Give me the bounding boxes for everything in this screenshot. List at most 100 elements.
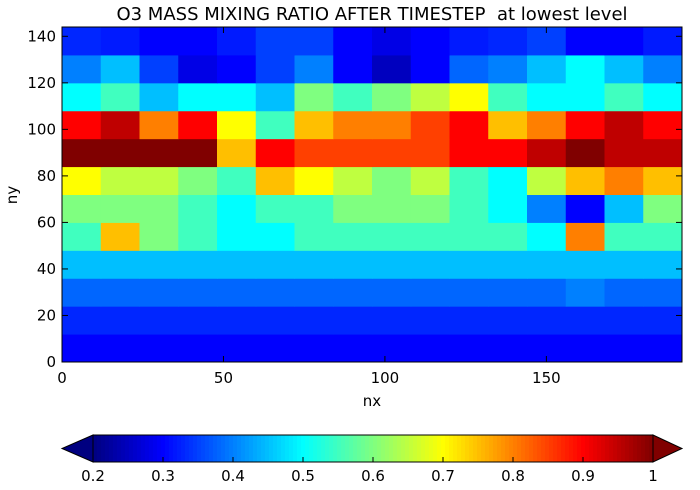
colorbar-segment bbox=[629, 435, 634, 462]
heat-cell bbox=[410, 110, 450, 140]
heat-cell bbox=[100, 306, 140, 335]
colorbar-segment bbox=[253, 435, 258, 462]
chart-title: O3 MASS MIXING RATIO AFTER TIMESTEP at l… bbox=[116, 4, 627, 25]
colorbar-segment bbox=[101, 435, 106, 462]
colorbar-segment bbox=[545, 435, 550, 462]
heat-cell bbox=[217, 194, 257, 223]
heat-cell bbox=[410, 278, 450, 307]
heat-cell bbox=[527, 82, 567, 112]
heat-cell bbox=[333, 82, 373, 112]
colorbar-segment bbox=[501, 435, 506, 462]
colorbar-segment bbox=[485, 435, 490, 462]
heat-cell bbox=[449, 334, 489, 363]
heat-cell bbox=[255, 250, 295, 279]
colorbar-segment bbox=[157, 435, 162, 462]
colorbar-segment bbox=[621, 435, 626, 462]
heat-cell bbox=[372, 306, 412, 335]
heat-cell bbox=[178, 166, 218, 195]
colorbar-segment bbox=[277, 435, 282, 462]
colorbar-segment bbox=[149, 435, 154, 462]
colorbar-segment bbox=[469, 435, 474, 462]
heat-cell bbox=[527, 278, 567, 307]
heat-cell bbox=[643, 166, 683, 195]
heat-cell bbox=[333, 194, 373, 223]
colorbar-segment bbox=[433, 435, 438, 462]
colorbar-segment bbox=[245, 435, 250, 462]
colorbar-segment bbox=[401, 435, 406, 462]
heat-cell bbox=[604, 222, 644, 251]
heat-cell bbox=[565, 27, 605, 56]
colorbar-segment bbox=[209, 435, 214, 462]
colorbar-extend-low bbox=[60, 434, 94, 463]
heat-cell bbox=[410, 54, 450, 84]
heat-cell bbox=[294, 82, 334, 112]
x-axis-label: nx bbox=[363, 392, 382, 410]
heat-cell bbox=[643, 82, 683, 112]
heat-cell bbox=[527, 250, 567, 279]
heat-cell bbox=[449, 250, 489, 279]
heat-cell bbox=[100, 222, 140, 251]
heat-cell bbox=[488, 166, 528, 195]
heat-cell bbox=[178, 334, 218, 363]
heat-cell bbox=[255, 27, 295, 56]
heat-cell bbox=[410, 306, 450, 335]
colorbar-segment bbox=[193, 435, 198, 462]
colorbar-segment bbox=[249, 435, 254, 462]
heat-cell bbox=[488, 110, 528, 140]
heat-cell bbox=[255, 138, 295, 168]
heat-cell bbox=[488, 278, 528, 307]
colorbar-segment bbox=[121, 435, 126, 462]
heat-cell bbox=[565, 334, 605, 363]
colorbar-segment bbox=[125, 435, 130, 462]
colorbar-segment bbox=[93, 435, 98, 462]
colorbar-segment bbox=[549, 435, 554, 462]
colorbar-segment bbox=[201, 435, 206, 462]
colorbar-segment bbox=[205, 435, 210, 462]
colorbar-segment bbox=[117, 435, 122, 462]
y-tick-label: 0 bbox=[46, 353, 56, 371]
colorbar-segment bbox=[389, 435, 394, 462]
colorbar-segment bbox=[561, 435, 566, 462]
colorbar-segment bbox=[585, 435, 590, 462]
colorbar-segment bbox=[229, 435, 234, 462]
heat-cell bbox=[410, 138, 450, 168]
colorbar-segment bbox=[649, 435, 654, 462]
heat-cell bbox=[643, 278, 683, 307]
colorbar-segment bbox=[317, 435, 322, 462]
colorbar-segment bbox=[533, 435, 538, 462]
colorbar-segment bbox=[109, 435, 114, 462]
colorbar-segment bbox=[577, 435, 582, 462]
heat-cell bbox=[178, 54, 218, 84]
heat-cell bbox=[372, 334, 412, 363]
heat-cell bbox=[178, 306, 218, 335]
x-tick-label: 0 bbox=[57, 369, 67, 387]
heat-cell bbox=[333, 306, 373, 335]
colorbar-segment bbox=[161, 435, 166, 462]
heat-cell bbox=[643, 110, 683, 140]
colorbar-tick-label: 0.4 bbox=[221, 467, 245, 485]
colorbar-segment bbox=[129, 435, 134, 462]
colorbar-segment bbox=[581, 435, 586, 462]
colorbar-extend-high bbox=[652, 434, 684, 463]
colorbar-segment bbox=[597, 435, 602, 462]
heat-cell bbox=[449, 110, 489, 140]
colorbar-segment bbox=[105, 435, 110, 462]
heat-cell bbox=[333, 222, 373, 251]
heat-cell bbox=[488, 27, 528, 56]
heat-cell bbox=[139, 110, 179, 140]
heat-cell bbox=[62, 138, 102, 168]
heat-cell bbox=[333, 334, 373, 363]
colorbar-segment bbox=[537, 435, 542, 462]
colorbar-segment bbox=[449, 435, 454, 462]
heat-cell bbox=[643, 250, 683, 279]
heat-cell bbox=[100, 54, 140, 84]
heat-cell bbox=[372, 278, 412, 307]
heat-cell bbox=[410, 222, 450, 251]
colorbar-segment bbox=[513, 435, 518, 462]
heat-cell bbox=[527, 306, 567, 335]
heat-cell bbox=[100, 27, 140, 56]
colorbar-segment bbox=[505, 435, 510, 462]
colorbar-segment bbox=[169, 435, 174, 462]
colorbar-segment bbox=[333, 435, 338, 462]
heat-cell bbox=[565, 194, 605, 223]
